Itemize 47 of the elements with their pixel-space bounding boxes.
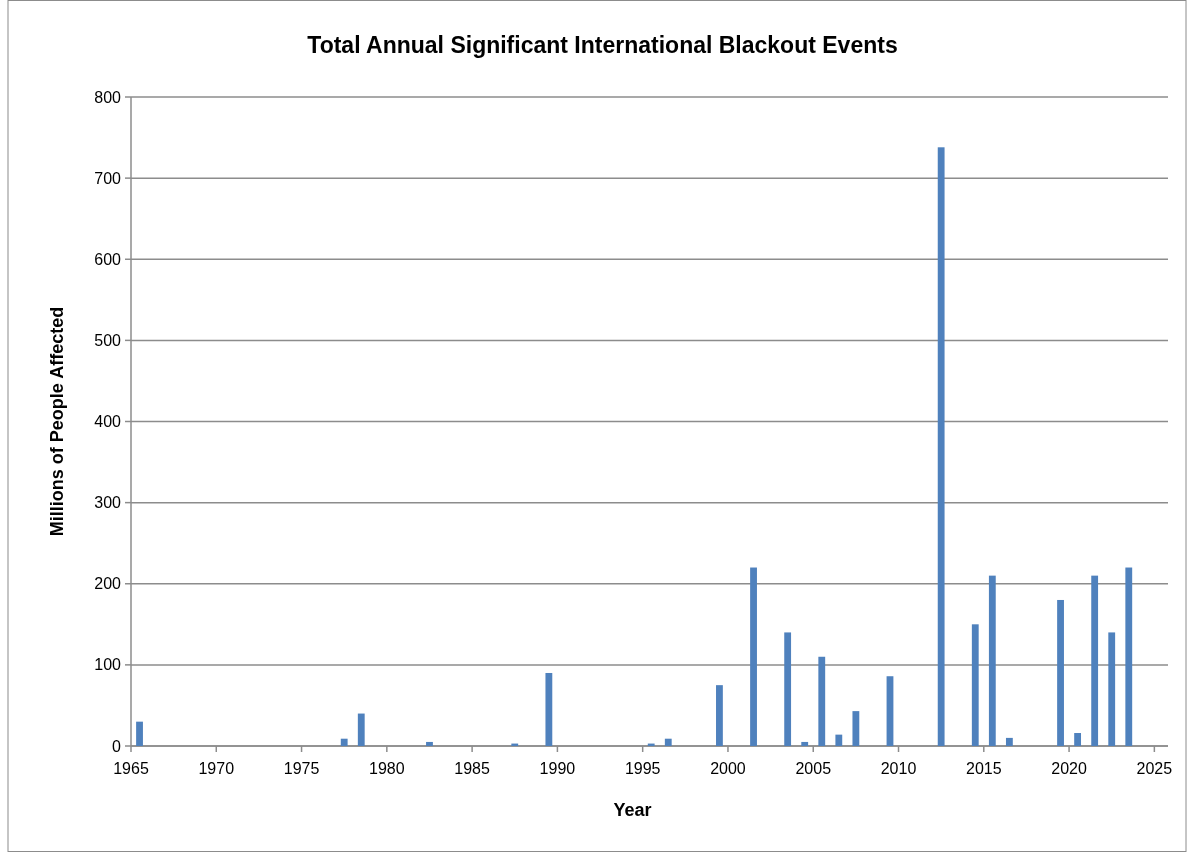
y-tick-label: 800 [94, 88, 122, 106]
bar [818, 656, 826, 746]
bar [357, 713, 365, 746]
bar [716, 685, 723, 746]
x-tick-label: 2025 [1136, 760, 1173, 777]
x-tick-label: 1985 [454, 760, 491, 777]
y-tick-label: 400 [94, 413, 122, 431]
x-tick-label: 1965 [113, 760, 149, 777]
bar [835, 734, 843, 746]
bar [1057, 599, 1064, 746]
bar [1074, 733, 1082, 746]
y-axis-title: Millions of People Affected [47, 306, 67, 537]
x-tick-label: 1995 [624, 760, 661, 777]
bar [971, 624, 979, 746]
y-tick-label: 700 [94, 169, 122, 187]
x-tick-label: 1980 [369, 760, 405, 777]
y-tick-label: 600 [94, 250, 122, 268]
bar [750, 567, 757, 746]
bar [852, 711, 860, 746]
bar [545, 672, 553, 746]
bar [1125, 567, 1133, 746]
bar [136, 721, 143, 746]
x-tick-label: 2000 [710, 760, 746, 777]
bar [664, 738, 672, 746]
bar [801, 741, 809, 746]
x-tick-label: 2015 [966, 760, 1002, 777]
y-tick-label: 200 [94, 575, 122, 593]
bar [426, 741, 433, 746]
x-tick-label: 2005 [795, 760, 832, 777]
x-tick-label: 1975 [283, 760, 320, 777]
y-tick-label: 0 [112, 737, 122, 755]
y-tick-label: 500 [94, 331, 122, 349]
x-axis-title: Year [613, 800, 652, 820]
bar [988, 575, 996, 746]
x-tick-label: 1970 [198, 760, 235, 777]
bar [1091, 575, 1099, 746]
y-tick-label: 100 [94, 656, 122, 674]
bar [340, 738, 348, 746]
bar [937, 147, 945, 746]
x-tick-label: 1990 [539, 760, 576, 777]
bar [784, 632, 792, 746]
y-tick-label: 300 [94, 494, 122, 512]
bar [1005, 737, 1013, 746]
x-tick-label: 2010 [880, 760, 917, 777]
chart-title: Total Annual Significant International Blackout Events [307, 32, 898, 58]
bar [1108, 632, 1116, 746]
x-tick-label: 2020 [1051, 760, 1087, 777]
